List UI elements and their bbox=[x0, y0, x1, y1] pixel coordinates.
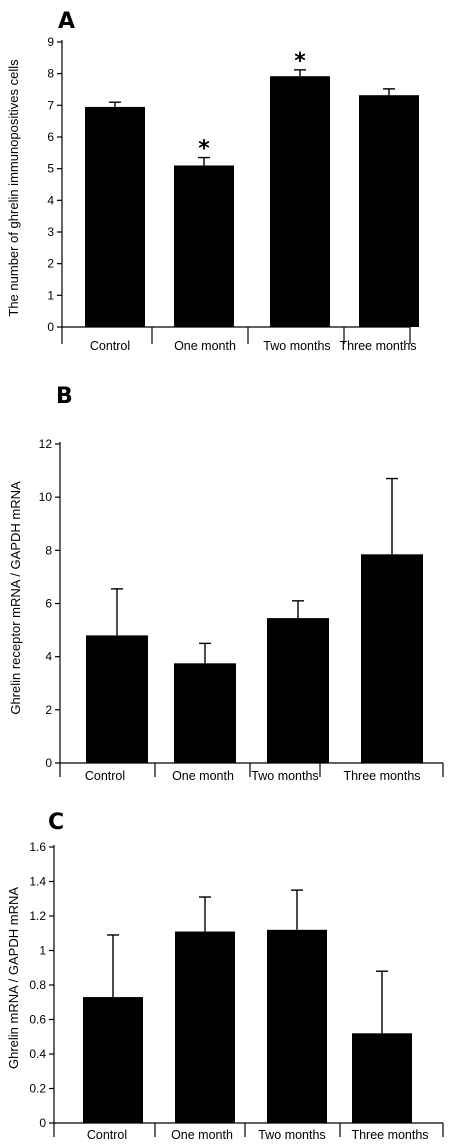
x-tick-label: Two months bbox=[263, 339, 330, 353]
bar-three-months bbox=[361, 554, 423, 763]
x-tick-label: One month bbox=[172, 769, 234, 783]
significance-marker: * bbox=[294, 49, 306, 74]
x-tick-label: One month bbox=[171, 1128, 233, 1142]
y-tick-label: 1 bbox=[39, 944, 46, 958]
x-tick-label: Three months bbox=[343, 769, 420, 783]
bar-three-months bbox=[359, 95, 419, 327]
bar-two-months bbox=[267, 618, 329, 763]
y-tick-label: 8 bbox=[45, 543, 52, 557]
bar-control bbox=[83, 997, 143, 1123]
panel-c-plot: 0 0.2 0.4 0.6 0.8 1 1.2 1.4 1.6 Control One month T… bbox=[29, 840, 444, 1142]
x-tick-label: Two months bbox=[251, 769, 318, 783]
bar-one-month bbox=[174, 165, 234, 327]
y-tick-label: 0 bbox=[45, 756, 52, 770]
bar-two-months bbox=[267, 929, 327, 1123]
panel-label-a: A bbox=[58, 9, 75, 34]
y-tick-label: 2 bbox=[45, 703, 52, 717]
y-tick-label: 4 bbox=[47, 193, 54, 207]
bar-two-months bbox=[270, 76, 330, 327]
panel-c-ylabel: Ghrelin mRNA / GAPDH mRNA bbox=[6, 887, 21, 1069]
y-tick-label: 6 bbox=[45, 597, 52, 611]
x-tick-label: Control bbox=[85, 769, 125, 783]
x-tick-label: Two months bbox=[258, 1128, 325, 1142]
panel-a-ylabel: The number of ghrelin immunopositives ce… bbox=[6, 59, 21, 317]
y-tick-label: 0 bbox=[39, 1116, 46, 1130]
bar-one-month bbox=[174, 663, 236, 763]
y-tick-label: 1.6 bbox=[29, 840, 46, 854]
bar-control bbox=[85, 106, 145, 328]
y-tick-label: 1 bbox=[47, 288, 54, 302]
y-tick-label: 5 bbox=[47, 162, 54, 176]
y-tick-label: 12 bbox=[39, 437, 53, 451]
y-tick-label: 0.2 bbox=[29, 1082, 46, 1096]
x-tick-label: Three months bbox=[339, 339, 416, 353]
bar-control bbox=[86, 635, 148, 763]
panel-label-c: C bbox=[48, 810, 64, 835]
y-tick-label: 1.2 bbox=[29, 909, 46, 923]
panel-a-plot: 0 1 2 3 4 5 6 7 8 9 * * Control One month Two months Th… bbox=[47, 35, 419, 353]
significance-marker: * bbox=[198, 137, 210, 162]
bar-one-month bbox=[175, 931, 235, 1123]
y-tick-label: 10 bbox=[39, 490, 53, 504]
x-tick-label: One month bbox=[174, 339, 236, 353]
y-tick-label: 6 bbox=[47, 130, 54, 144]
y-tick-label: 0.4 bbox=[29, 1047, 46, 1061]
panel-b: B Ghrelin receptor mRNA / GAPDH mRNA 0 2 4… bbox=[8, 384, 444, 783]
x-tick-label: Three months bbox=[351, 1128, 428, 1142]
y-tick-label: 0 bbox=[47, 320, 54, 334]
y-tick-label: 8 bbox=[47, 67, 54, 81]
y-tick-label: 0.6 bbox=[29, 1013, 46, 1027]
y-tick-label: 2 bbox=[47, 257, 54, 271]
x-tick-label: Control bbox=[90, 339, 130, 353]
panel-a: A The number of ghrelin immunopositives … bbox=[6, 9, 419, 353]
bar-three-months bbox=[352, 1033, 412, 1123]
panel-c: C Ghrelin mRNA / GAPDH mRNA 0 0.2 0.4 0.6 0.… bbox=[6, 810, 444, 1142]
panel-b-plot: 0 2 4 6 8 10 12 Control One month Two months Three… bbox=[39, 437, 444, 783]
y-tick-label: 9 bbox=[47, 35, 54, 49]
y-tick-label: 1.4 bbox=[29, 875, 46, 889]
y-tick-label: 4 bbox=[45, 650, 52, 664]
panel-label-b: B bbox=[56, 384, 73, 409]
y-tick-label: 3 bbox=[47, 225, 54, 239]
y-tick-label: 0.8 bbox=[29, 978, 46, 992]
y-tick-label: 7 bbox=[47, 98, 54, 112]
panel-b-ylabel: Ghrelin receptor mRNA / GAPDH mRNA bbox=[8, 481, 23, 715]
x-tick-label: Control bbox=[87, 1128, 127, 1142]
